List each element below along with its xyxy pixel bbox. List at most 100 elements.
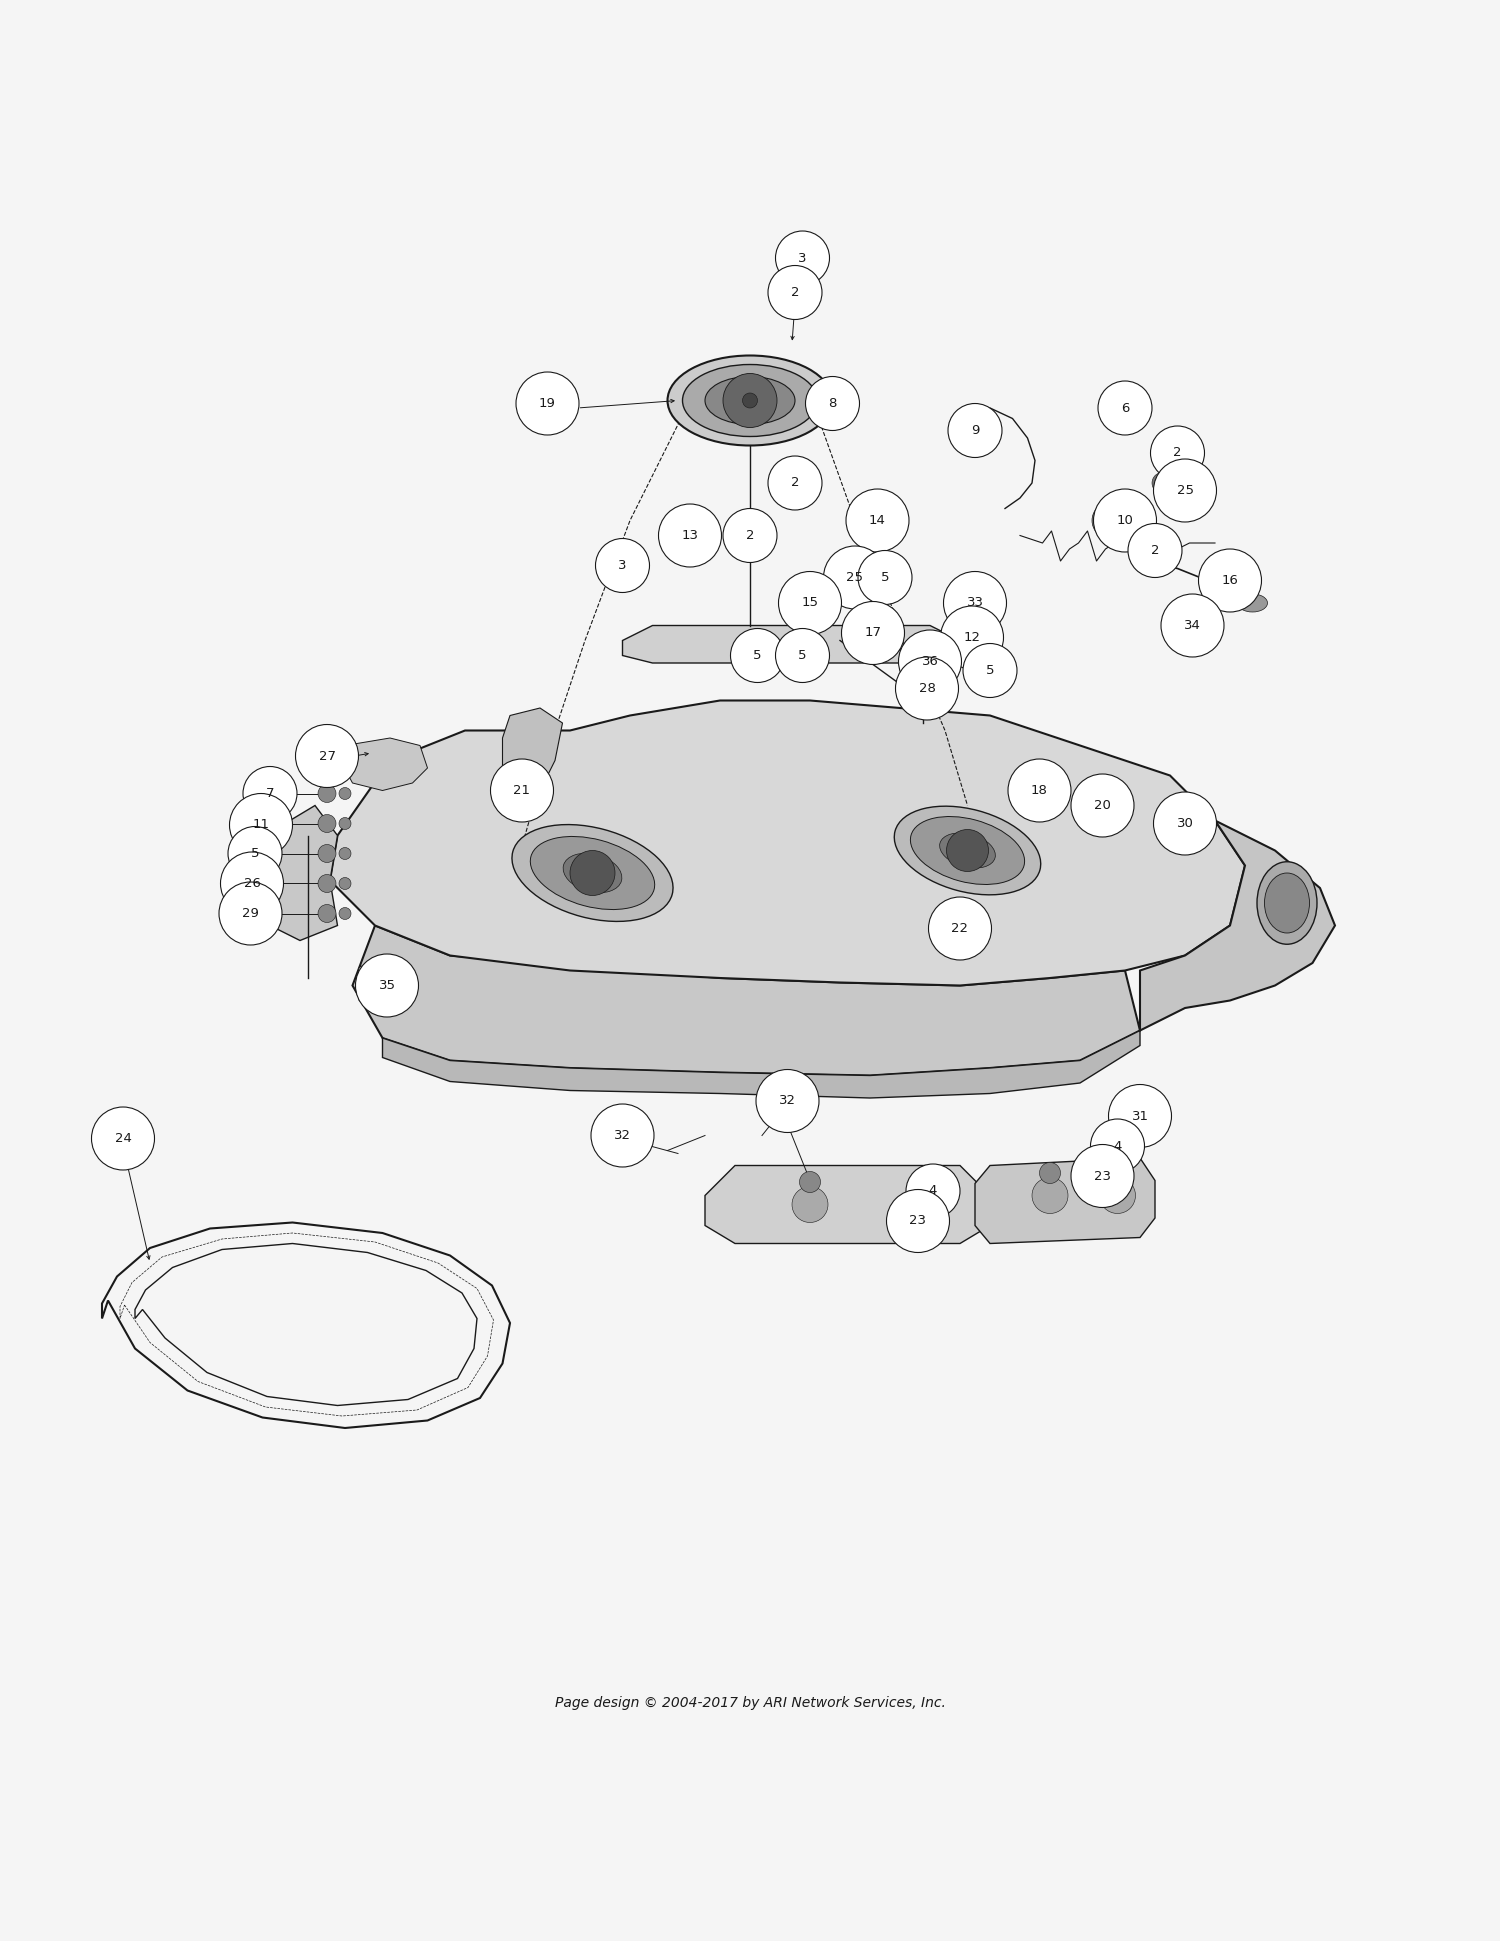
- Circle shape: [1161, 594, 1224, 656]
- Ellipse shape: [939, 833, 996, 868]
- Text: 23: 23: [909, 1215, 927, 1227]
- Circle shape: [1198, 549, 1262, 611]
- Text: 16: 16: [1221, 575, 1239, 586]
- Ellipse shape: [562, 854, 622, 893]
- Ellipse shape: [531, 837, 654, 910]
- Circle shape: [296, 724, 358, 788]
- Polygon shape: [135, 1244, 477, 1405]
- Text: 2: 2: [1150, 543, 1160, 557]
- Text: 32: 32: [614, 1130, 632, 1141]
- Text: 34: 34: [1184, 619, 1202, 633]
- Circle shape: [1008, 759, 1071, 821]
- Circle shape: [318, 815, 336, 833]
- Circle shape: [1094, 489, 1156, 551]
- Text: 2: 2: [790, 285, 800, 299]
- Polygon shape: [342, 738, 427, 790]
- Ellipse shape: [1188, 615, 1212, 631]
- Circle shape: [318, 784, 336, 802]
- Text: 2: 2: [1173, 446, 1182, 460]
- Circle shape: [1098, 380, 1152, 435]
- Text: 5: 5: [251, 846, 260, 860]
- Text: 17: 17: [864, 627, 882, 639]
- Ellipse shape: [705, 377, 795, 425]
- Text: 15: 15: [801, 596, 819, 609]
- Text: 11: 11: [252, 819, 270, 831]
- Text: 24: 24: [114, 1132, 132, 1145]
- Circle shape: [920, 1172, 940, 1192]
- Circle shape: [912, 1186, 948, 1223]
- Ellipse shape: [894, 806, 1041, 895]
- Circle shape: [1100, 1178, 1136, 1213]
- Circle shape: [776, 231, 830, 285]
- Circle shape: [768, 456, 822, 510]
- Circle shape: [356, 953, 419, 1017]
- Text: 2: 2: [790, 476, 800, 489]
- Circle shape: [723, 373, 777, 427]
- Text: 36: 36: [921, 654, 939, 668]
- Circle shape: [842, 602, 904, 664]
- Circle shape: [1092, 503, 1128, 538]
- Text: 2: 2: [746, 530, 754, 542]
- Circle shape: [723, 509, 777, 563]
- Circle shape: [1040, 1163, 1060, 1184]
- Circle shape: [220, 852, 284, 914]
- Text: 28: 28: [918, 681, 936, 695]
- Circle shape: [339, 877, 351, 889]
- Circle shape: [800, 1172, 820, 1192]
- Circle shape: [1150, 425, 1204, 479]
- Ellipse shape: [1257, 862, 1317, 943]
- Text: 30: 30: [1176, 817, 1194, 831]
- Ellipse shape: [910, 817, 1024, 885]
- Polygon shape: [262, 806, 338, 941]
- Circle shape: [846, 489, 909, 551]
- Polygon shape: [975, 1159, 1155, 1244]
- Circle shape: [1108, 1085, 1172, 1147]
- Ellipse shape: [682, 365, 818, 437]
- Circle shape: [1071, 1145, 1134, 1207]
- Circle shape: [940, 606, 1004, 670]
- Circle shape: [906, 1165, 960, 1219]
- Text: 29: 29: [242, 906, 260, 920]
- Circle shape: [490, 759, 554, 821]
- Text: 21: 21: [513, 784, 531, 798]
- Ellipse shape: [1238, 594, 1268, 611]
- Circle shape: [896, 656, 958, 720]
- Circle shape: [1090, 1120, 1144, 1172]
- Circle shape: [886, 1190, 950, 1252]
- Text: 4: 4: [1113, 1139, 1122, 1153]
- Text: 5: 5: [753, 648, 762, 662]
- Text: 3: 3: [618, 559, 627, 573]
- Text: 20: 20: [1094, 800, 1112, 811]
- Text: 6: 6: [1120, 402, 1130, 415]
- Circle shape: [318, 875, 336, 893]
- Circle shape: [1032, 1178, 1068, 1213]
- Circle shape: [730, 629, 784, 683]
- Circle shape: [219, 881, 282, 945]
- Ellipse shape: [668, 355, 832, 446]
- Text: 19: 19: [538, 398, 556, 410]
- Circle shape: [1071, 774, 1134, 837]
- Circle shape: [944, 571, 1006, 635]
- Circle shape: [516, 373, 579, 435]
- Circle shape: [806, 377, 859, 431]
- Text: 10: 10: [1116, 514, 1134, 528]
- Circle shape: [946, 829, 988, 872]
- Circle shape: [658, 505, 722, 567]
- Text: 8: 8: [828, 398, 837, 410]
- Text: Page design © 2004-2017 by ARI Network Services, Inc.: Page design © 2004-2017 by ARI Network S…: [555, 1696, 945, 1710]
- Circle shape: [1154, 458, 1216, 522]
- Ellipse shape: [1264, 873, 1310, 934]
- FancyBboxPatch shape: [358, 967, 413, 1002]
- Circle shape: [1102, 390, 1132, 419]
- Circle shape: [756, 1069, 819, 1132]
- Text: 5: 5: [798, 648, 807, 662]
- Circle shape: [824, 545, 886, 609]
- Circle shape: [768, 266, 822, 320]
- Ellipse shape: [742, 392, 758, 408]
- Circle shape: [898, 631, 962, 693]
- Circle shape: [570, 850, 615, 895]
- Text: 32: 32: [778, 1095, 796, 1108]
- Circle shape: [963, 644, 1017, 697]
- Text: 3: 3: [798, 252, 807, 264]
- Circle shape: [591, 1104, 654, 1167]
